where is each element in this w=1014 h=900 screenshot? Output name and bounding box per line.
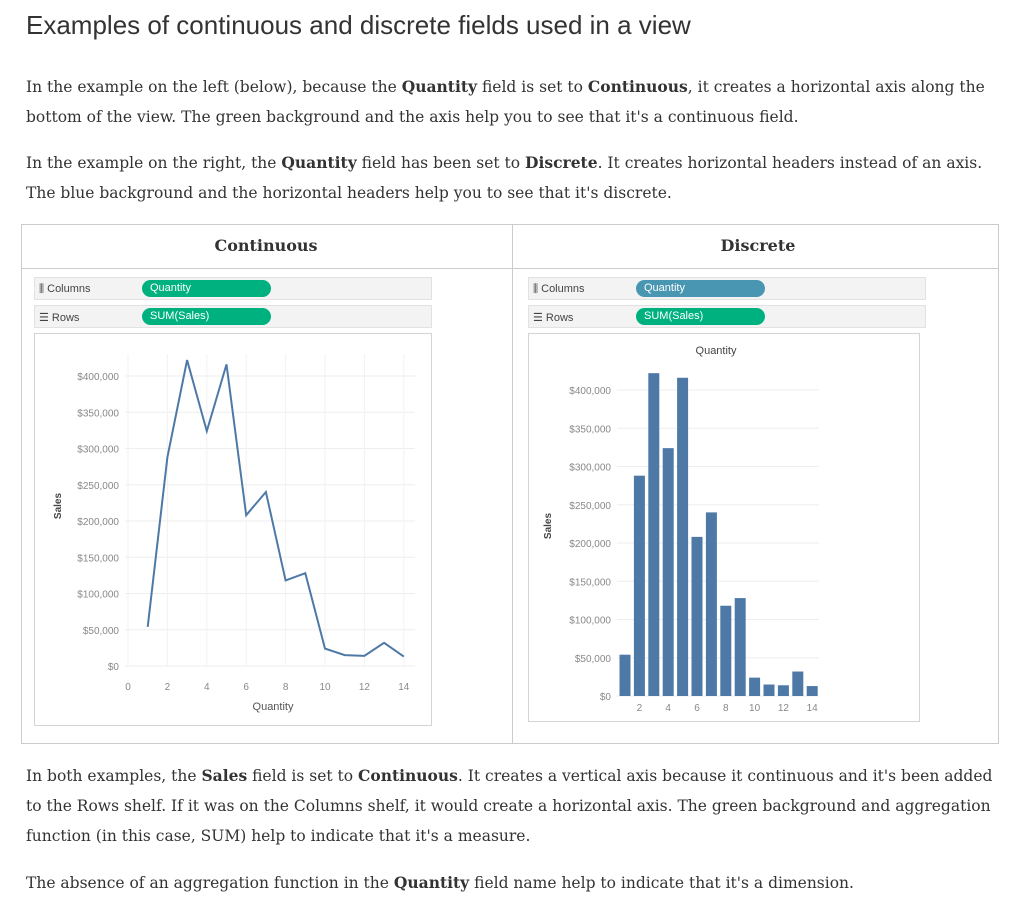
bar: [662, 448, 674, 696]
discrete-title: Discrete: [720, 236, 796, 255]
bar: [705, 512, 717, 696]
sum-sales-pill[interactable]: SUM(Sales): [636, 308, 765, 325]
bar: [677, 377, 689, 696]
x-tick-label: 6: [694, 703, 700, 714]
rows-label: ☰ Rows: [533, 312, 574, 324]
quantity-pill[interactable]: Quantity: [142, 280, 271, 297]
y-tick-label: $350,000: [77, 408, 119, 419]
x-tick-label: 12: [359, 682, 371, 693]
columns-label: ⫼ Columns: [39, 283, 91, 295]
continuous-title: Continuous: [214, 236, 318, 255]
sum-sales-pill[interactable]: SUM(Sales): [142, 308, 271, 325]
x-tick-label: 12: [778, 703, 790, 714]
x-tick-label: 2: [637, 703, 643, 714]
bar: [734, 598, 746, 696]
x-tick-label: 6: [243, 682, 249, 693]
x-tick-label: 10: [319, 682, 331, 693]
x-tick-label: 0: [125, 682, 131, 693]
y-tick-label: $50,000: [575, 654, 612, 665]
x-tick-label: 14: [807, 703, 819, 714]
y-tick-label: $200,000: [77, 517, 119, 528]
y-axis-title: Sales: [543, 512, 554, 539]
bar: [633, 475, 645, 696]
y-tick-label: $400,000: [569, 386, 611, 397]
paragraph-sales: In both examples, the Sales field is set…: [26, 766, 993, 845]
x-tick-label: 10: [749, 703, 761, 714]
quantity-pill[interactable]: Quantity: [636, 280, 765, 297]
y-tick-label: $150,000: [569, 577, 611, 588]
y-tick-label: $300,000: [569, 463, 611, 474]
line-chart: $0 $50,000 $100,000 $150,000 $200,000 $250,00…: [34, 333, 432, 726]
y-tick-label: $350,000: [569, 424, 611, 435]
x-tick-label: 4: [204, 682, 210, 693]
y-tick-label: $0: [108, 662, 120, 673]
bar: [777, 685, 789, 696]
y-tick-label: $300,000: [77, 445, 119, 456]
bar: [749, 677, 761, 696]
x-tick-label: 14: [398, 682, 410, 693]
y-tick-label: $100,000: [77, 590, 119, 601]
x-tick-label: 4: [665, 703, 671, 714]
columns-shelf[interactable]: ⫼ Columns Quantity: [528, 277, 926, 300]
columns-shelf[interactable]: ⫼ Columns Quantity: [34, 277, 432, 300]
y-axis-title: Sales: [53, 492, 64, 519]
sales-line: [146, 359, 405, 658]
header-divider: [21, 268, 999, 269]
rows-shelf[interactable]: ☰ Rows SUM(Sales): [528, 305, 926, 328]
column-divider: [512, 224, 513, 744]
y-tick-label: $150,000: [77, 553, 119, 564]
bar: [619, 654, 631, 696]
paragraph-continuous: In the example on the left (below), beca…: [26, 77, 985, 126]
y-tick-label: $250,000: [569, 501, 611, 512]
y-tick-label: $250,000: [77, 481, 119, 492]
x-tick-label: 2: [165, 682, 171, 693]
y-tick-label: $50,000: [83, 626, 120, 637]
bar: [691, 536, 703, 696]
x-axis-title: Quantity: [253, 701, 294, 713]
y-tick-label: $100,000: [569, 616, 611, 627]
bar-chart: $0 $50,000 $100,000 $150,000 $200,000 $250,00…: [528, 333, 920, 722]
examples-table: [21, 224, 999, 744]
y-tick-label: $200,000: [569, 539, 611, 550]
rows-label: ☰ Rows: [39, 312, 80, 324]
rows-shelf[interactable]: ☰ Rows SUM(Sales): [34, 305, 432, 328]
bar: [792, 671, 804, 696]
bar: [648, 373, 660, 696]
x-tick-label: 8: [723, 703, 729, 714]
bar: [763, 684, 775, 696]
y-tick-label: $0: [600, 692, 612, 703]
page-title: Examples of continuous and discrete fiel…: [26, 10, 691, 40]
y-tick-label: $400,000: [77, 372, 119, 383]
column-header: Quantity: [696, 345, 737, 357]
paragraph-dimension: The absence of an aggregation function i…: [26, 873, 854, 892]
paragraph-discrete: In the example on the right, the Quantit…: [26, 153, 983, 202]
bar: [720, 605, 732, 696]
columns-label: ⫼ Columns: [533, 283, 585, 295]
bar: [806, 686, 818, 696]
x-tick-label: 8: [283, 682, 289, 693]
